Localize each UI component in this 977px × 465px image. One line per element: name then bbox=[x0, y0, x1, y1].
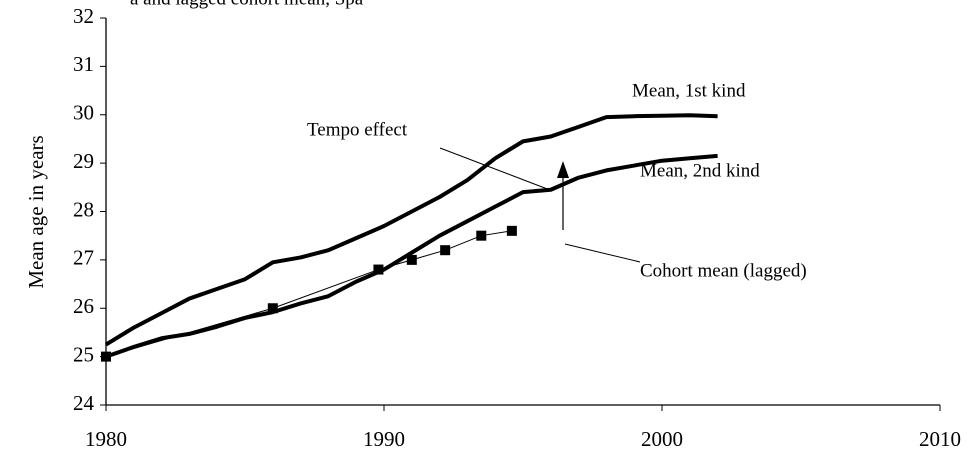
y-tick-label: 27 bbox=[73, 246, 94, 270]
series-line bbox=[105, 153, 718, 359]
y-tick-label: 24 bbox=[73, 391, 95, 415]
leader-line bbox=[439, 147, 551, 191]
annotation: Tempo effect bbox=[307, 119, 408, 140]
marker bbox=[101, 351, 111, 362]
marker bbox=[440, 245, 451, 256]
y-tick-label: 28 bbox=[73, 197, 94, 221]
y-tick-label: 29 bbox=[73, 149, 94, 173]
y-tick-label: 32 bbox=[73, 4, 94, 28]
annotation: Mean, 2nd kind bbox=[640, 160, 760, 181]
y-tick-label: 31 bbox=[73, 52, 94, 76]
y-axis-label: Mean age in years bbox=[24, 135, 48, 288]
annotation: Mean, 1st kind bbox=[632, 80, 746, 101]
x-tick-label: 2010 bbox=[919, 427, 961, 451]
x-tick-label: 1980 bbox=[85, 427, 127, 451]
x-tick-label: 1990 bbox=[363, 427, 405, 451]
marker bbox=[373, 264, 384, 275]
chart-title: a and lagged cohort mean, Spa bbox=[130, 0, 364, 9]
series-line bbox=[104, 113, 718, 347]
marker bbox=[406, 254, 417, 265]
y-tick-label: 30 bbox=[73, 101, 94, 125]
x-tick-label: 2000 bbox=[641, 427, 683, 451]
leader-line bbox=[564, 243, 641, 263]
marker bbox=[476, 230, 487, 241]
arrow-head bbox=[557, 161, 569, 178]
annotation: Cohort mean (lagged) bbox=[640, 260, 807, 281]
marker bbox=[506, 225, 517, 236]
y-tick-label: 26 bbox=[73, 294, 94, 318]
y-tick-label: 25 bbox=[73, 342, 94, 366]
marker bbox=[267, 303, 278, 314]
